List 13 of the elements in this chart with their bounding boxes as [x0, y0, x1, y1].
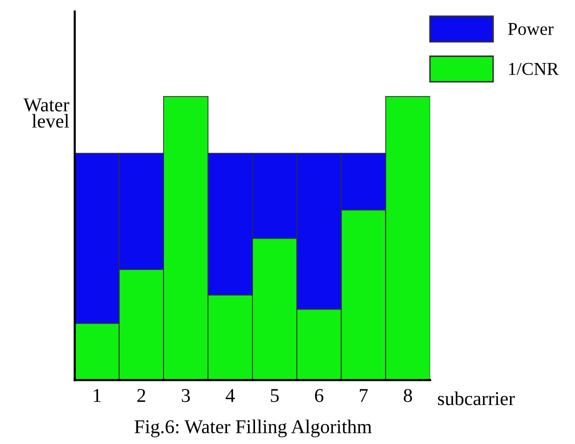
text: Water level [24, 98, 70, 128]
legend-label: Power [508, 23, 554, 36]
x-tick-label: 2 [137, 389, 146, 402]
x-axis-title: subcarrier [438, 392, 515, 406]
x-tick-label: 7 [360, 389, 368, 402]
x-tick-label: 4 [226, 389, 235, 402]
text: Fig.6: Water Filling Algorithm [134, 420, 372, 438]
x-tick-label: 3 [182, 389, 190, 402]
x-tick-label: 8 [404, 388, 412, 402]
x-tick-label: 1 [94, 389, 101, 402]
x-tick-label: 6 [315, 389, 324, 402]
x-tick-label: 5 [270, 389, 279, 402]
legend-label: 1/CNR [509, 62, 559, 76]
